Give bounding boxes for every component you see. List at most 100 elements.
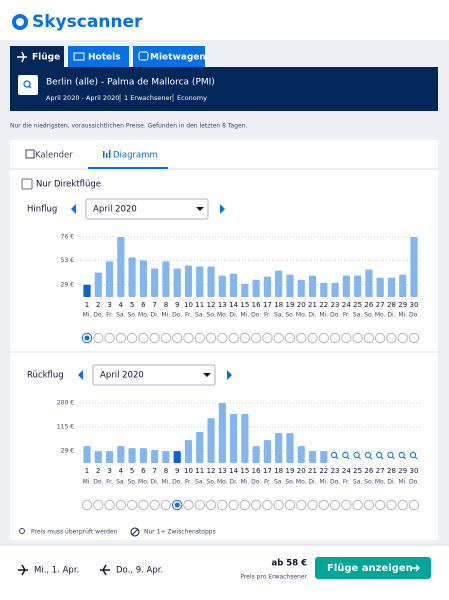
day-radio[interactable] [284,332,296,344]
bar[interactable] [94,451,102,463]
day-radio[interactable] [307,332,318,344]
day-radio[interactable] [341,332,352,344]
bar[interactable] [410,237,418,297]
day-radio[interactable] [160,332,172,344]
bar[interactable] [308,451,317,463]
show-flights-button[interactable] [315,557,431,579]
day-radio[interactable] [273,332,284,344]
day-radio[interactable] [262,499,273,511]
day-radio[interactable] [104,499,115,511]
day-radio[interactable] [81,499,93,511]
day-radio[interactable] [205,332,217,344]
day-radio[interactable] [149,332,160,344]
bar[interactable] [241,283,249,297]
bar[interactable] [320,451,328,463]
day-radio[interactable] [296,499,307,511]
view-tab[interactable]: Kalender [35,151,73,161]
bar[interactable] [387,277,396,297]
bar[interactable] [196,432,204,463]
day-radio[interactable] [352,499,363,511]
day-radio[interactable] [250,499,262,511]
day-radio[interactable] [228,332,239,344]
button-label[interactable]: Flüge anzeigen [327,563,413,574]
bar[interactable] [105,261,114,297]
day-radio[interactable] [138,499,149,511]
filter-label[interactable]: Nur Direktflüge [36,180,101,190]
bar[interactable] [354,275,362,297]
bar[interactable] [105,451,114,463]
bar[interactable] [286,433,294,463]
day-radio[interactable] [126,332,138,344]
day-radio[interactable] [341,499,352,511]
tab-label[interactable]: Mietwagen [150,53,206,63]
bar[interactable] [207,266,215,297]
day-radio[interactable] [352,332,363,344]
month-dropdown[interactable] [92,364,216,386]
bar[interactable] [139,448,147,463]
tab[interactable] [68,46,129,67]
bar[interactable] [275,433,283,463]
day-radio[interactable] [183,499,194,511]
day-radio[interactable] [93,499,104,511]
bar[interactable] [151,268,159,297]
bar[interactable] [173,268,181,297]
bar[interactable] [320,282,328,297]
tab[interactable] [133,46,205,67]
day-radio[interactable] [408,332,420,344]
month-dropdown[interactable] [85,198,209,220]
bar[interactable] [184,440,193,463]
prev-arrow[interactable] [78,370,83,380]
day-radio[interactable] [160,499,172,511]
bar[interactable] [297,279,305,297]
bar[interactable] [399,274,407,297]
day-radio[interactable] [194,499,205,511]
day-radio[interactable] [217,499,228,511]
bar[interactable] [117,446,125,463]
day-radio[interactable] [228,499,239,511]
bar[interactable] [151,450,159,463]
day-radio[interactable] [318,499,329,511]
day-radio[interactable] [329,499,341,511]
tab-label[interactable]: Flüge [32,53,60,63]
day-radio[interactable] [307,499,318,511]
search-button[interactable] [18,75,38,95]
day-radio[interactable] [386,499,397,511]
bar[interactable] [229,413,238,463]
month-label[interactable]: April 2020 [93,205,137,215]
day-radio[interactable] [374,499,386,511]
day-radio[interactable] [408,499,420,511]
day-radio[interactable] [172,332,183,344]
day-radio[interactable] [239,332,251,344]
day-radio[interactable] [115,332,127,344]
bar[interactable] [162,261,170,297]
bar[interactable] [218,275,226,297]
bar[interactable] [263,440,272,463]
bar[interactable] [376,277,384,297]
day-radio[interactable] [205,499,217,511]
day-radio[interactable] [397,332,408,344]
bar[interactable] [252,279,260,297]
day-radio[interactable] [194,332,205,344]
day-radio[interactable] [374,332,386,344]
day-radio[interactable] [318,332,329,344]
bar[interactable] [139,260,147,297]
bar[interactable] [241,413,249,463]
bar[interactable] [117,237,125,297]
bar[interactable] [196,266,204,297]
day-radio[interactable] [239,499,251,511]
day-radio[interactable] [363,332,375,344]
bar[interactable] [173,451,181,463]
day-radio[interactable] [296,332,307,344]
next-arrow[interactable] [220,204,225,214]
day-radio[interactable] [138,332,149,344]
day-radio[interactable] [250,332,262,344]
day-radio[interactable] [273,499,284,511]
day-radio[interactable] [284,499,296,511]
day-radio[interactable] [104,332,115,344]
next-arrow[interactable] [227,370,232,380]
tab-active[interactable] [10,46,64,67]
checkbox[interactable] [21,178,33,190]
bar[interactable] [297,446,305,463]
bar[interactable] [218,403,226,463]
view-tab[interactable]: Diagramm [113,151,158,161]
